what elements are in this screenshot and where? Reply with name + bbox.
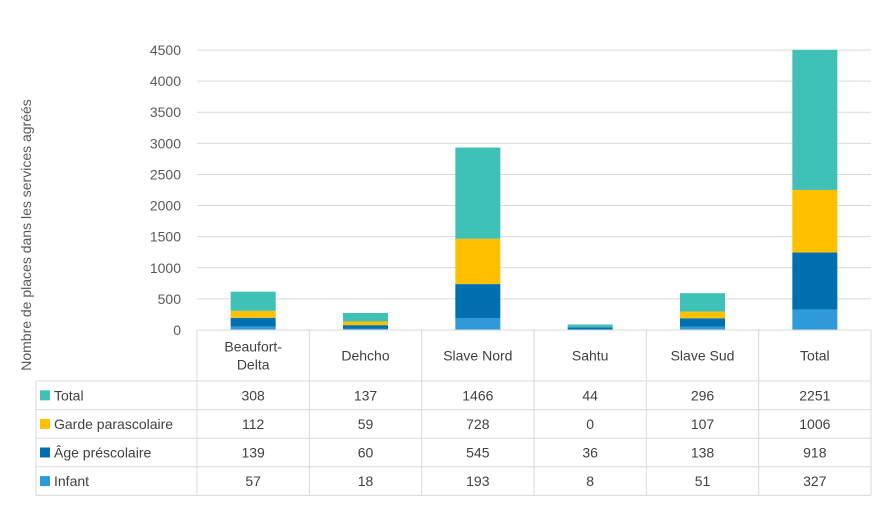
legend-label: Âge préscolaire: [54, 445, 151, 461]
data-label: 44: [582, 387, 598, 403]
data-label: 112: [242, 416, 265, 432]
bar-segment: [230, 291, 276, 311]
legend-swatch: [40, 390, 50, 401]
x-tick-label: Total: [800, 348, 830, 364]
data-label: 51: [695, 473, 711, 489]
bar-segment: [455, 238, 501, 285]
data-label: 138: [691, 445, 715, 461]
data-label: 59: [358, 416, 374, 432]
legend-swatch: [40, 476, 50, 487]
data-label: 1466: [462, 387, 493, 403]
bar-segment: [230, 310, 276, 318]
data-label: 57: [245, 473, 261, 489]
bar-segment: [343, 312, 388, 322]
bars: [230, 49, 838, 330]
data-label: 107: [691, 416, 715, 432]
y-tick-label: 4500: [150, 42, 181, 58]
bar-segment: [792, 252, 838, 310]
y-tick-label: 1500: [150, 229, 181, 245]
data-label: 2251: [799, 387, 830, 403]
y-tick-label: 0: [173, 322, 181, 338]
bar-segment: [792, 309, 838, 330]
legend-swatch: [40, 447, 50, 458]
legend-swatch: [40, 418, 50, 429]
data-label: 918: [803, 445, 827, 461]
legend-label: Garde parascolaire: [54, 416, 173, 432]
bar-segment: [343, 328, 388, 330]
data-label: 728: [466, 416, 490, 432]
x-tick-label: Dehcho: [341, 348, 389, 364]
legend-label: Infant: [54, 473, 89, 489]
bar-segment: [455, 284, 501, 318]
data-label: 139: [241, 445, 265, 461]
y-tick-label: 500: [158, 291, 182, 307]
bar-segment: [680, 318, 725, 327]
bar-segment: [455, 317, 501, 330]
y-tick-label: 4000: [150, 73, 181, 89]
y-tick-label: 2500: [150, 166, 181, 182]
data-label: 18: [358, 473, 374, 489]
data-label: 193: [466, 473, 490, 489]
bar-segment: [680, 293, 725, 312]
bar-segment: [680, 311, 725, 319]
data-label: 60: [358, 445, 374, 461]
data-label: 36: [582, 445, 598, 461]
x-tick-label: Beaufort-Delta: [224, 339, 282, 373]
data-label: 137: [354, 387, 378, 403]
gridlines: [197, 49, 871, 300]
bar-segment: [680, 326, 725, 330]
y-tick-label: 1000: [150, 260, 181, 276]
bar-segment: [343, 325, 388, 329]
bar-segment: [792, 49, 838, 190]
bar-segment: [792, 189, 838, 253]
data-label: 308: [241, 387, 265, 403]
y-tick-label: 3500: [150, 104, 181, 120]
data-label: 0: [586, 416, 594, 432]
legend-label: Total: [54, 387, 84, 403]
bar-segment: [230, 326, 276, 330]
data-label: 545: [466, 445, 490, 461]
bar-segment: [567, 327, 613, 330]
data-label: 1006: [799, 416, 830, 432]
data-label: 296: [691, 387, 715, 403]
bar-segment: [230, 317, 276, 327]
data-table: Beaufort-Delta Dehcho Slave Nord Sahtu Slave…: [35, 329, 872, 496]
x-tick-label: Sahtu: [572, 348, 609, 364]
bar-segment: [343, 321, 388, 326]
y-tick-label: 2000: [150, 198, 181, 214]
y-tick-labels: 0 500 1000 1500 2000 2500 3000 3500 4000 4500: [150, 42, 181, 338]
x-tick-label: Slave Sud: [671, 348, 735, 364]
bar-segment: [455, 147, 501, 239]
data-label: 327: [803, 473, 827, 489]
y-axis-title: Nombre de places dans les services agréé…: [18, 99, 34, 371]
bar-segment: [567, 324, 613, 328]
x-tick-label: Slave Nord: [443, 348, 512, 364]
y-tick-label: 3000: [150, 135, 181, 151]
data-label: 8: [586, 473, 594, 489]
